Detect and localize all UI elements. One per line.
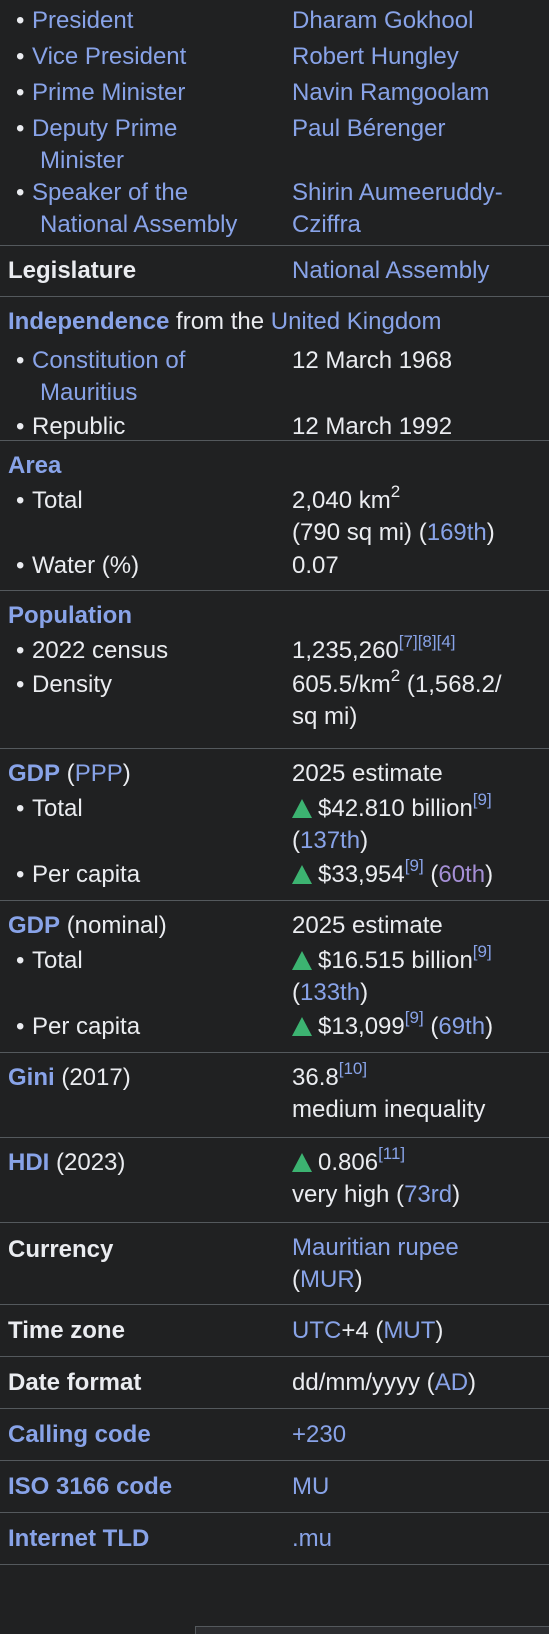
gdp-nominal-header-row: GDP (nominal) 2025 estimate <box>8 912 443 939</box>
gdp-nominal-section: GDP (nominal) 2025 estimate Total $16.51… <box>0 900 549 1052</box>
united-kingdom-link[interactable]: United Kingdom <box>270 308 442 335</box>
ref-9-link[interactable]: [9] <box>404 1008 424 1027</box>
internet-tld-value-link[interactable]: .mu <box>292 1524 333 1552</box>
gdp-nominal-per-capita-rank-link[interactable]: 69th <box>438 1013 486 1040</box>
leader-row-vice-president: Vice President Robert Hungley <box>0 41 549 77</box>
ref-11-link[interactable]: [11] <box>378 1144 406 1163</box>
deputy-pm-link[interactable]: Deputy Prime Minister <box>32 115 178 174</box>
ref-9-link[interactable]: [9] <box>472 942 492 961</box>
leader-row-president: President Dharam Gokhool <box>0 5 549 41</box>
ref-9-link[interactable]: [9] <box>472 790 492 809</box>
increase-arrow-icon <box>292 951 312 970</box>
area-link[interactable]: Area <box>8 452 62 479</box>
gdp-ppp-total-rank-link[interactable]: 137th <box>300 827 361 854</box>
hdi-rank-link[interactable]: 73rd <box>404 1181 453 1208</box>
deputy-pm-name-link[interactable]: Paul Bérenger <box>292 115 446 142</box>
currency-label: Currency <box>8 1236 114 1263</box>
time-zone-label: Time zone <box>8 1316 125 1344</box>
vice-president-name-link[interactable]: Robert Hungley <box>292 43 459 70</box>
calling-code-link[interactable]: Calling code <box>8 1420 151 1448</box>
republic-row: Republic 12 March 1992 <box>0 411 549 443</box>
gdp-ppp-per-capita-row: Per capita $33,954[9] (60th) <box>0 856 549 891</box>
gdp-ppp-per-capita-rank-link[interactable]: 60th <box>438 861 486 888</box>
independence-link[interactable]: Independence <box>8 308 170 335</box>
legislature-row: Legislature National Assembly <box>0 245 549 296</box>
legislature-label: Legislature <box>8 257 137 284</box>
gdp-ppp-total-row: Total $42.810 billion[9] (137th) <box>0 790 549 857</box>
leaders-section: President Dharam Gokhool Vice President … <box>0 0 549 245</box>
increase-arrow-icon <box>292 1153 312 1172</box>
date-format-row: Date format dd/mm/yyyy (AD) <box>0 1356 549 1408</box>
gdp-nominal-link[interactable]: GDP <box>8 912 61 939</box>
prime-minister-link[interactable]: Prime Minister <box>16 79 185 106</box>
gdp-ppp-section: GDP (PPP) 2025 estimate Total $42.810 bi… <box>0 748 549 900</box>
gdp-ppp-header-row: GDP (PPP) 2025 estimate <box>8 760 443 787</box>
mut-link[interactable]: MUT <box>383 1316 436 1344</box>
gdp-ppp-link[interactable]: GDP <box>8 760 61 787</box>
calling-code-value-link[interactable]: +230 <box>292 1420 347 1448</box>
vice-president-link[interactable]: Vice President <box>16 43 186 70</box>
president-name-link[interactable]: Dharam Gokhool <box>292 7 474 34</box>
increase-arrow-icon <box>292 799 312 818</box>
currency-section: Currency Mauritian rupee (MUR) <box>0 1222 549 1304</box>
iso-code-link[interactable]: ISO 3166 code <box>8 1472 173 1500</box>
infobox: President Dharam Gokhool Vice President … <box>0 0 549 1565</box>
iso-code-row: ISO 3166 code MU <box>0 1460 549 1512</box>
gdp-nominal-total-row: Total $16.515 billion[9] (133th) <box>0 942 549 1009</box>
area-section: Area Total 2,040 km2 (790 sq mi) (169th)… <box>0 440 549 590</box>
internet-tld-link[interactable]: Internet TLD <box>8 1524 150 1552</box>
hdi-section: HDI (2023) 0.806[11] very high (73rd) <box>0 1137 549 1222</box>
utc-link[interactable]: UTC <box>292 1316 342 1344</box>
area-water-row: Water (%) 0.07 <box>0 550 549 582</box>
independence-header: Independence from the United Kingdom <box>8 308 442 335</box>
ref-7-link[interactable]: [7] <box>398 632 418 651</box>
leader-row-prime-minister: Prime Minister Navin Ramgoolam <box>0 77 549 113</box>
currency-code-link[interactable]: MUR <box>300 1266 355 1293</box>
ref-4-link[interactable]: [4] <box>436 632 456 651</box>
gdp-nominal-per-capita-row: Per capita $13,099[9] (69th) <box>0 1008 549 1043</box>
population-section: Population 2022 census 1,235,260[7][8][4… <box>0 590 549 748</box>
population-census-row: 2022 census 1,235,260[7][8][4] <box>0 632 549 667</box>
date-format-label: Date format <box>8 1368 142 1396</box>
ref-8-link[interactable]: [8] <box>417 632 437 651</box>
next-content-edge <box>195 1626 549 1634</box>
prime-minister-name-link[interactable]: Navin Ramgoolam <box>292 79 490 106</box>
ppp-link[interactable]: PPP <box>74 760 123 787</box>
calling-code-row: Calling code +230 <box>0 1408 549 1460</box>
hdi-link[interactable]: HDI <box>8 1149 50 1176</box>
time-zone-row: Time zone UTC+4 (MUT) <box>0 1304 549 1356</box>
iso-code-value-link[interactable]: MU <box>292 1472 330 1500</box>
ad-link[interactable]: AD <box>434 1368 469 1396</box>
increase-arrow-icon <box>292 1017 312 1036</box>
independence-section: Independence from the United Kingdom Con… <box>0 296 549 440</box>
gini-link[interactable]: Gini <box>8 1064 55 1091</box>
currency-link[interactable]: Mauritian rupee <box>292 1234 459 1261</box>
area-rank-link[interactable]: 169th <box>426 519 487 546</box>
population-density-row: Density 605.5/km2 (1,568.2/ sq mi) <box>0 667 549 733</box>
increase-arrow-icon <box>292 865 312 884</box>
ref-10-link[interactable]: [10] <box>338 1059 368 1078</box>
ref-9-link[interactable]: [9] <box>404 856 424 875</box>
area-total-row: Total 2,040 km2 (790 sq mi) (169th) <box>0 483 549 549</box>
constitution-link[interactable]: Constitution of Mauritius <box>32 347 186 406</box>
speaker-name-link[interactable]: Shirin Aumeeruddy- Cziffra <box>292 179 503 238</box>
gdp-nominal-total-rank-link[interactable]: 133th <box>300 979 361 1006</box>
internet-tld-row: Internet TLD .mu <box>0 1512 549 1565</box>
gini-section: Gini (2017) 36.8[10] medium inequality <box>0 1052 549 1137</box>
speaker-link[interactable]: Speaker of the National Assembly <box>32 179 238 238</box>
population-link[interactable]: Population <box>8 602 132 629</box>
legislature-link[interactable]: National Assembly <box>292 257 490 284</box>
president-link[interactable]: President <box>16 7 133 34</box>
